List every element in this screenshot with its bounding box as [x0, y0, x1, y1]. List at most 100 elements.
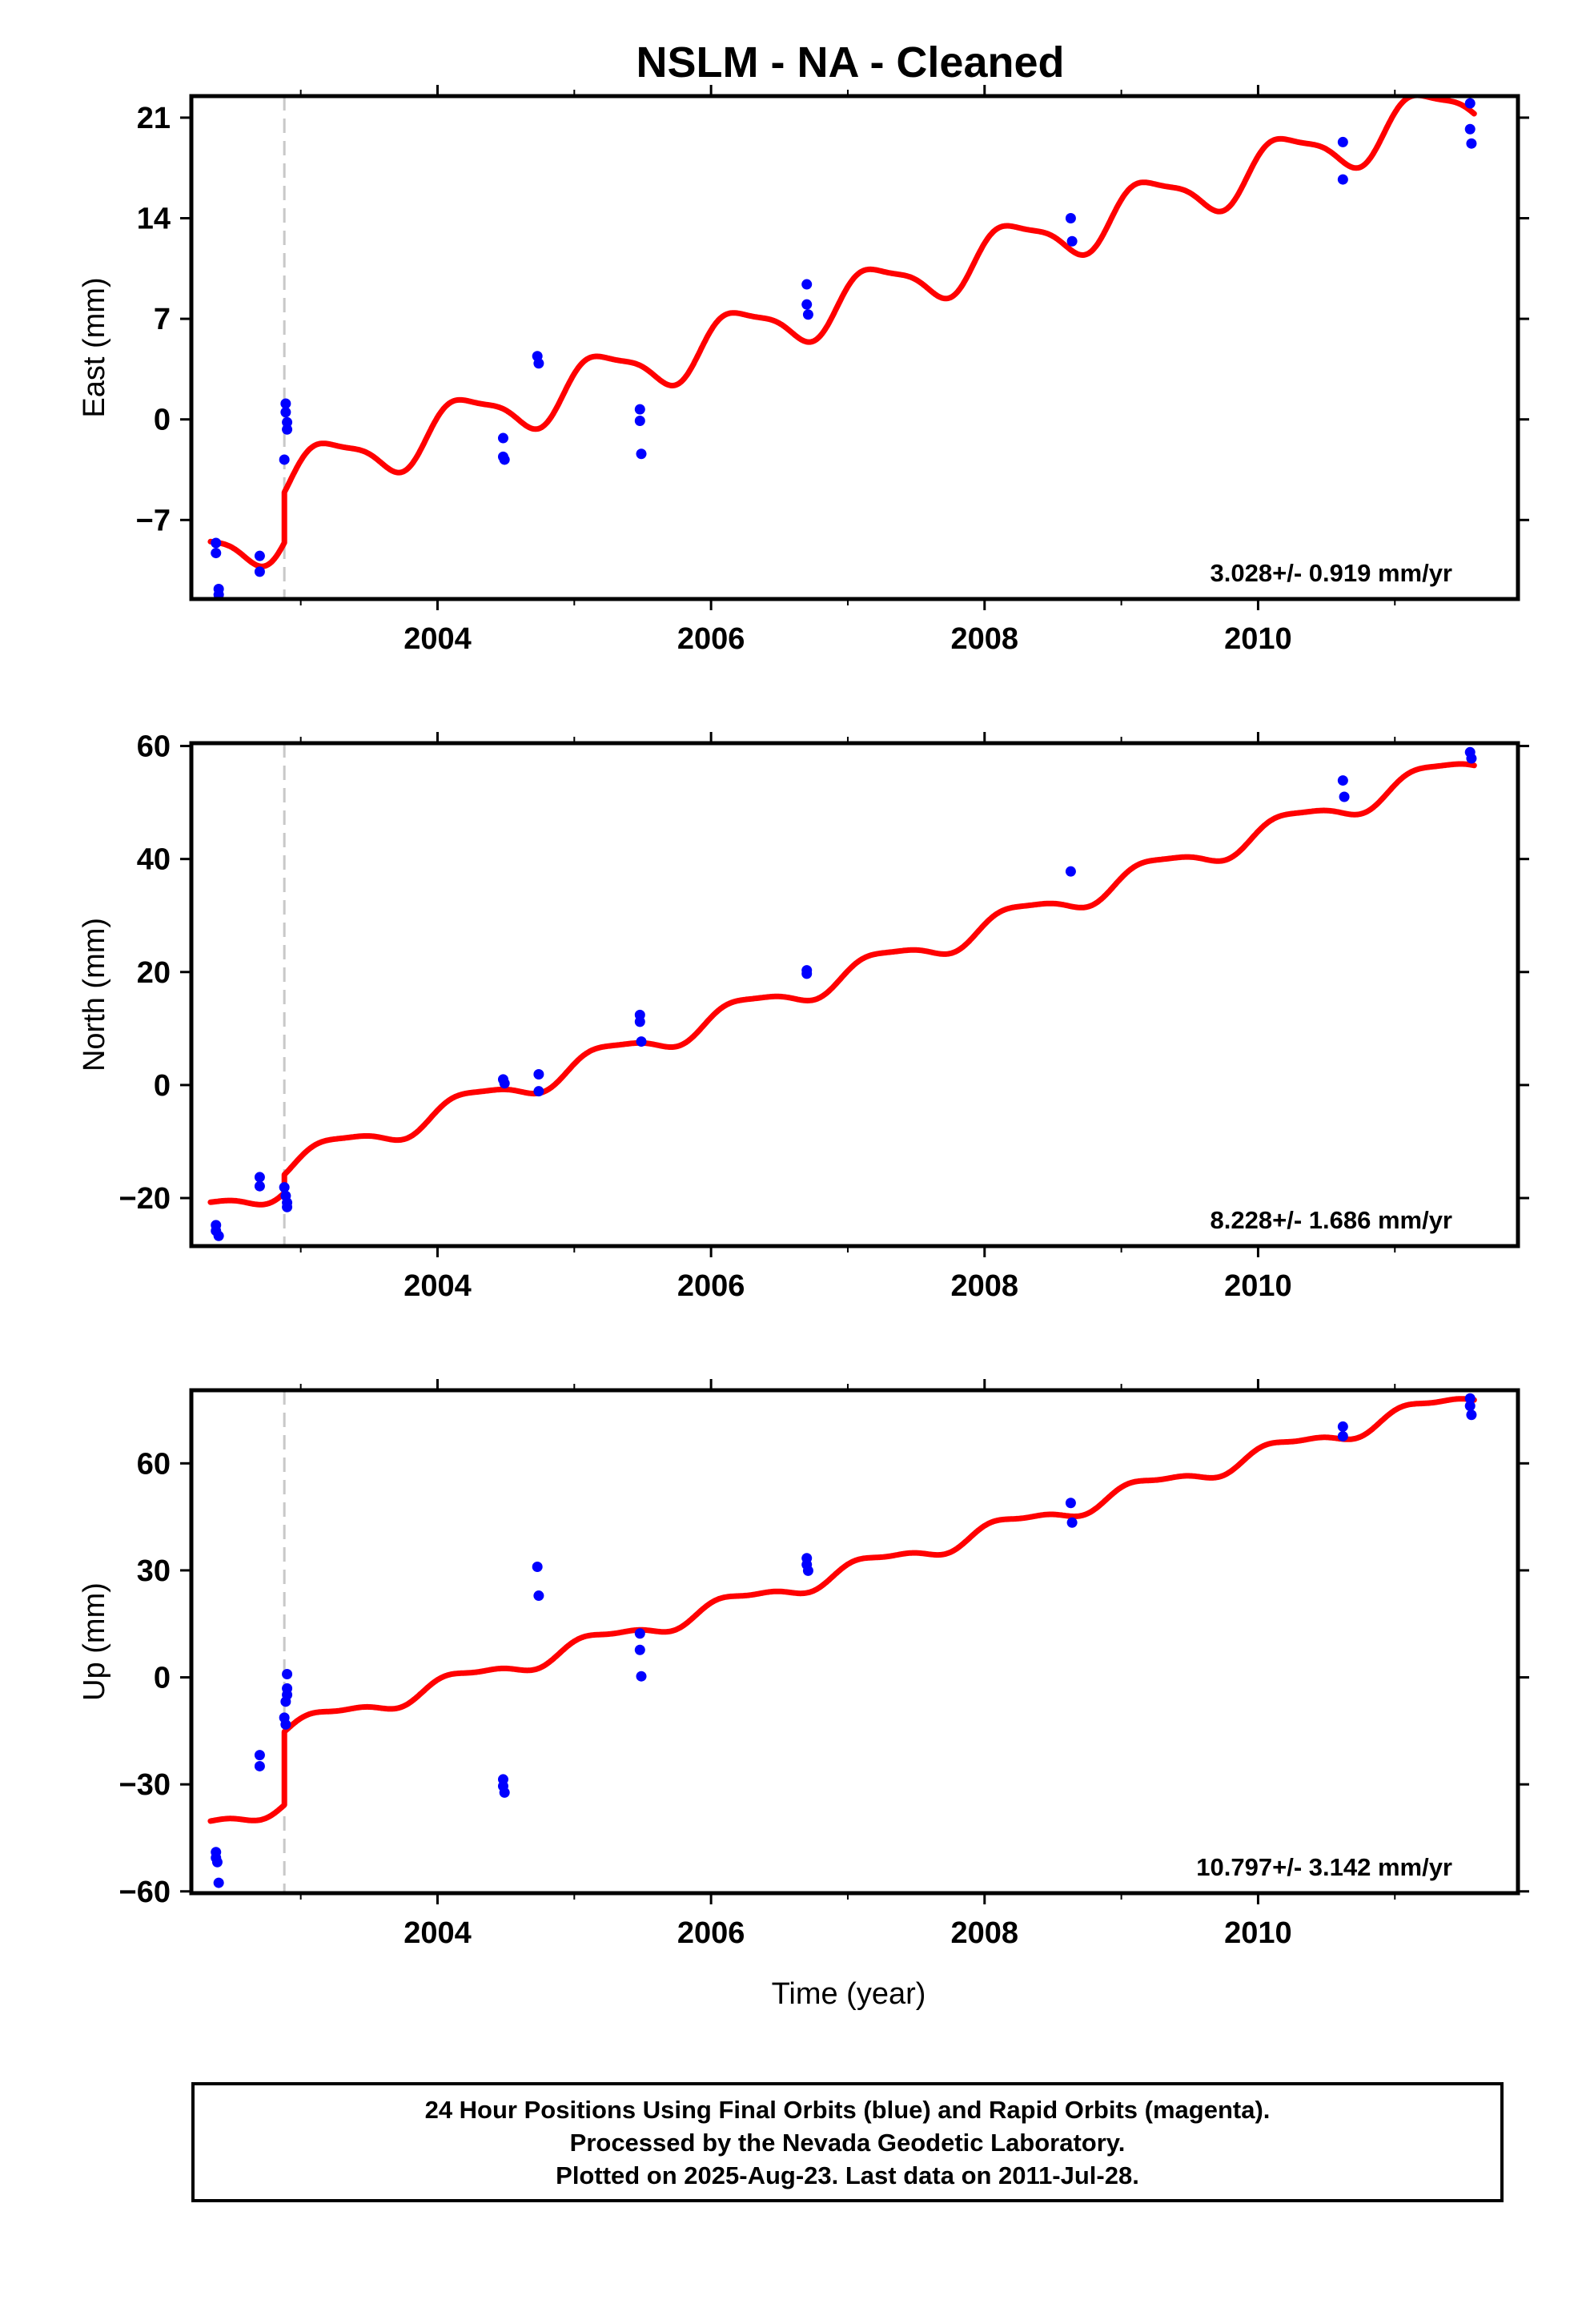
data-point-up-14	[499, 1787, 510, 1798]
data-point-up-19	[636, 1671, 647, 1682]
data-point-up-2	[211, 1856, 223, 1868]
y-tick-label-up-3: 30	[137, 1554, 171, 1588]
data-point-east-15	[533, 358, 544, 369]
data-point-east-11	[497, 432, 508, 444]
data-point-east-17	[634, 416, 645, 427]
chart-title: NSLM - NA - Cleaned	[636, 38, 1064, 86]
data-point-up-29	[1466, 1409, 1477, 1421]
data-point-north-20	[1339, 791, 1350, 802]
y-tick-label-up-2: 0	[154, 1662, 171, 1695]
data-point-east-10	[282, 416, 293, 428]
data-point-up-4	[254, 1750, 265, 1761]
data-point-east-3	[213, 589, 224, 599]
y-tick-label-north-2: 20	[137, 956, 171, 990]
data-point-east-6	[279, 454, 290, 465]
y-tick-label-up-0: −60	[119, 1876, 171, 1909]
x-tick-label-east-0: 2004	[404, 622, 472, 656]
data-point-east-5	[254, 566, 265, 577]
x-tick-label-up-3: 2010	[1224, 1916, 1292, 1950]
y-tick-label-east-4: 21	[137, 102, 171, 135]
data-point-up-25	[1337, 1421, 1348, 1432]
data-point-up-11	[282, 1669, 293, 1680]
data-point-up-7	[280, 1719, 291, 1730]
frame-north	[189, 741, 1520, 1248]
data-point-east-9	[282, 424, 293, 435]
data-point-north-19	[1337, 775, 1348, 786]
panel-north: 2004 2006 2008 2010 −20 0 20 40 60 North (mm) 8.22…	[78, 730, 1529, 1303]
y-axis-label-up: Up (mm)	[78, 1582, 111, 1701]
data-point-up-3	[213, 1877, 224, 1888]
data-point-north-15	[636, 1036, 647, 1047]
data-point-east-18	[636, 448, 647, 460]
data-point-east-7	[280, 398, 291, 409]
y-tick-label-north-4: 60	[137, 730, 171, 764]
frame-up	[189, 1388, 1520, 1896]
data-point-up-24	[1066, 1517, 1078, 1528]
panel-east: 2004 2006 2008 2010 −7 0 7 14 21 East (mm) 3.028+/…	[78, 85, 1529, 656]
data-point-up-22	[802, 1565, 813, 1576]
fit-curve-up	[207, 1396, 1477, 1824]
x-tick-label-north-1: 2006	[677, 1269, 745, 1303]
caption-box: 24 Hour Positions Using Final Orbits (bl…	[191, 2082, 1504, 2202]
caption-line-1: 24 Hour Positions Using Final Orbits (bl…	[424, 2095, 1271, 2124]
data-point-north-17	[801, 968, 813, 979]
caption-line-2: Processed by the Nevada Geodetic Laborat…	[569, 2128, 1126, 2157]
fit-curve-east	[207, 96, 1477, 569]
y-tick-label-up-1: −30	[119, 1768, 171, 1802]
data-point-up-16	[533, 1590, 544, 1602]
data-point-north-8	[282, 1201, 293, 1212]
data-point-north-14	[634, 1016, 645, 1027]
x-tick-label-east-2: 2008	[951, 622, 1019, 656]
data-point-up-28	[1464, 1401, 1476, 1412]
data-point-up-15	[532, 1561, 543, 1572]
data-point-east-25	[1337, 174, 1348, 185]
y-tick-label-up-4: 60	[137, 1447, 171, 1481]
x-tick-label-up-1: 2006	[677, 1916, 745, 1950]
y-tick-label-east-2: 7	[154, 303, 171, 336]
x-tick-label-north-0: 2004	[404, 1269, 472, 1303]
y-tick-label-north-1: 0	[154, 1069, 171, 1103]
y-axis-label-east: East (mm)	[78, 277, 111, 417]
panel-up: 2004 2006 2008 2010 −60 −30 0 30 60 Up (mm) 10.797…	[78, 1379, 1529, 1950]
data-point-up-27	[1464, 1393, 1476, 1404]
data-point-up-5	[254, 1760, 265, 1771]
x-tick-label-north-3: 2010	[1224, 1269, 1292, 1303]
y-tick-label-east-3: 14	[137, 203, 171, 236]
data-point-east-19	[801, 279, 813, 290]
data-point-up-26	[1337, 1430, 1348, 1441]
data-point-east-23	[1066, 235, 1078, 247]
frame-east	[189, 94, 1520, 601]
y-tick-label-north-0: −20	[119, 1182, 171, 1216]
rate-label-up: 10.797+/- 3.142 mm/yr	[1196, 1853, 1452, 1881]
x-tick-label-east-3: 2010	[1224, 622, 1292, 656]
data-point-east-4	[254, 550, 265, 561]
y-tick-label-east-1: 0	[154, 404, 171, 437]
x-tick-label-north-2: 2008	[951, 1269, 1019, 1303]
data-point-east-0	[211, 537, 222, 549]
x-tick-label-up-2: 2008	[951, 1916, 1019, 1950]
fit-curve-north	[207, 761, 1477, 1208]
panels: 2004 2006 2008 2010 −7 0 7 14 21 East (mm) 3.028+/…	[78, 85, 1529, 1950]
plot-area-east	[207, 96, 1477, 599]
x-tick-label-up-0: 2004	[404, 1916, 472, 1950]
x-axis-label: Time (year)	[772, 1977, 926, 2011]
data-point-east-13	[499, 454, 510, 465]
data-point-north-11	[533, 1068, 544, 1080]
data-point-north-5	[279, 1182, 290, 1193]
data-point-east-24	[1337, 136, 1348, 147]
data-point-east-27	[1464, 123, 1476, 135]
rate-label-north: 8.228+/- 1.686 mm/yr	[1211, 1206, 1452, 1234]
caption-line-3: Plotted on 2025-Aug-23. Last data on 201…	[556, 2161, 1139, 2189]
data-point-north-22	[1466, 753, 1477, 764]
data-point-east-26	[1464, 98, 1476, 109]
data-point-up-23	[1065, 1498, 1076, 1509]
data-point-east-22	[1065, 213, 1076, 224]
data-point-north-3	[254, 1172, 265, 1183]
data-point-north-12	[533, 1086, 544, 1097]
data-point-east-8	[280, 407, 291, 418]
data-point-east-21	[802, 309, 813, 320]
data-point-north-4	[254, 1180, 265, 1192]
data-point-east-1	[211, 548, 222, 559]
data-point-up-17	[634, 1628, 645, 1639]
